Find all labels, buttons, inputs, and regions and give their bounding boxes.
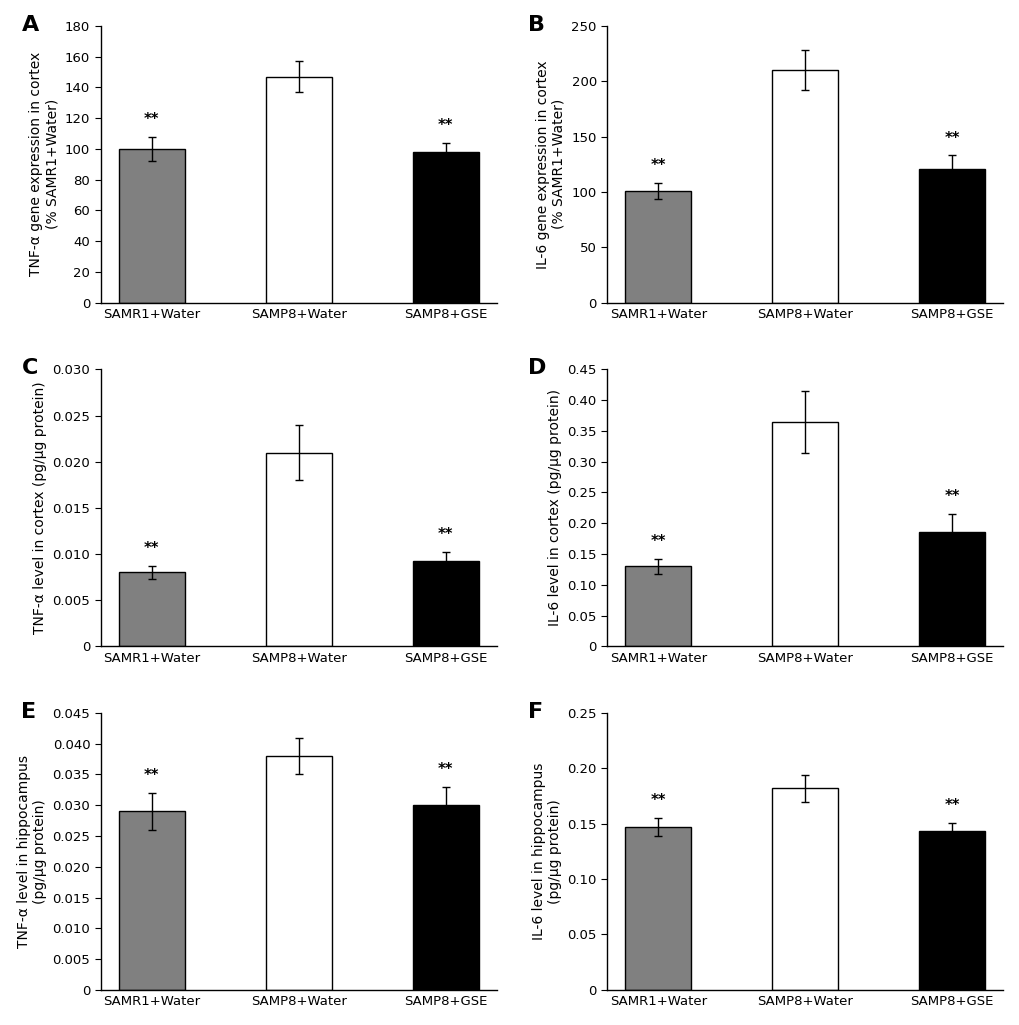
- Bar: [265, 452, 331, 646]
- Bar: [265, 756, 331, 990]
- Bar: [413, 562, 478, 646]
- Bar: [771, 788, 838, 990]
- Bar: [625, 827, 691, 990]
- Text: A: A: [21, 15, 39, 35]
- Text: E: E: [21, 702, 37, 722]
- Text: D: D: [528, 359, 546, 378]
- Bar: [265, 77, 331, 302]
- Text: **: **: [144, 769, 159, 783]
- Bar: [118, 149, 184, 302]
- Text: **: **: [437, 118, 453, 133]
- Y-axis label: TNF-α level in cortex (pg/μg protein): TNF-α level in cortex (pg/μg protein): [33, 381, 47, 634]
- Bar: [918, 831, 984, 990]
- Text: **: **: [944, 489, 959, 504]
- Text: **: **: [944, 797, 959, 813]
- Y-axis label: IL-6 level in cortex (pg/μg protein): IL-6 level in cortex (pg/μg protein): [547, 390, 561, 626]
- Bar: [118, 812, 184, 990]
- Bar: [413, 806, 478, 990]
- Text: B: B: [528, 15, 544, 35]
- Text: **: **: [650, 159, 665, 173]
- Y-axis label: TNF-α gene expression in cortex
(% SAMR1+Water): TNF-α gene expression in cortex (% SAMR1…: [30, 52, 59, 277]
- Bar: [413, 152, 478, 302]
- Bar: [118, 572, 184, 646]
- Text: C: C: [21, 359, 38, 378]
- Bar: [771, 71, 838, 302]
- Bar: [918, 169, 984, 302]
- Bar: [771, 421, 838, 646]
- Y-axis label: TNF-α level in hippocampus
(pg/μg protein): TNF-α level in hippocampus (pg/μg protei…: [16, 754, 47, 948]
- Text: **: **: [650, 534, 665, 549]
- Text: **: **: [144, 541, 159, 557]
- Text: **: **: [944, 131, 959, 146]
- Bar: [625, 191, 691, 302]
- Y-axis label: IL-6 gene expression in cortex
(% SAMR1+Water): IL-6 gene expression in cortex (% SAMR1+…: [535, 60, 566, 269]
- Text: **: **: [650, 793, 665, 809]
- Bar: [918, 532, 984, 646]
- Y-axis label: IL-6 level in hippocampus
(pg/μg protein): IL-6 level in hippocampus (pg/μg protein…: [531, 763, 561, 940]
- Text: F: F: [528, 702, 542, 722]
- Text: **: **: [144, 112, 159, 127]
- Bar: [625, 566, 691, 646]
- Text: **: **: [437, 528, 453, 542]
- Text: **: **: [437, 763, 453, 777]
